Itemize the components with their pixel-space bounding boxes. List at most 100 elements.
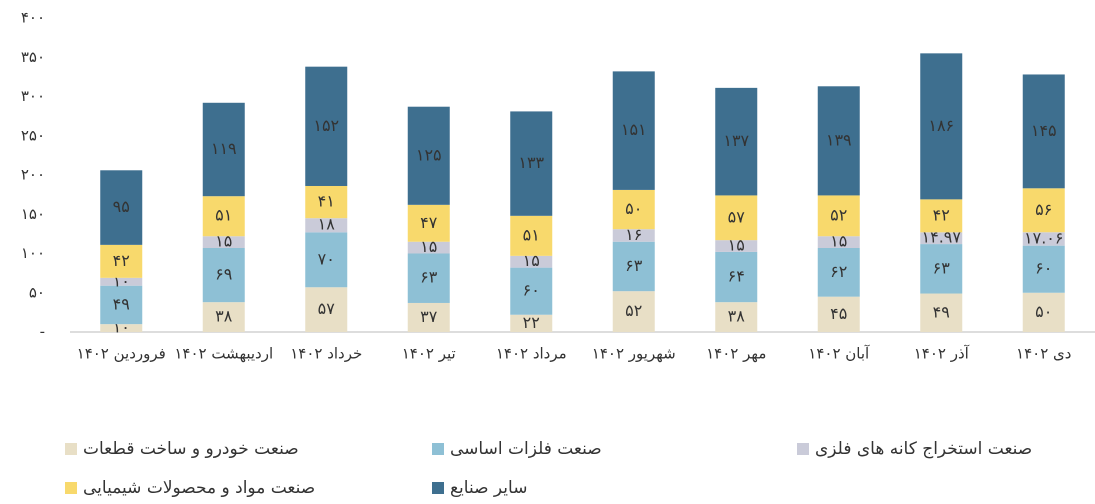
value-label: ۱۵ bbox=[728, 236, 745, 255]
bar-segment bbox=[715, 87, 758, 196]
legend-swatch bbox=[432, 482, 444, 494]
value-label: ۳۸ bbox=[215, 307, 233, 326]
legend-label: صنعت خودرو و ساخت قطعات bbox=[83, 439, 299, 459]
bar-segment bbox=[612, 189, 655, 230]
value-label: ۴۵ bbox=[830, 304, 847, 323]
y-tick-label: ۳۰۰ bbox=[21, 87, 45, 105]
bar-segment bbox=[407, 302, 450, 332]
value-label: ۱۵ bbox=[830, 232, 847, 251]
bar-segment bbox=[100, 285, 143, 325]
value-label: ۵۶ bbox=[1035, 200, 1052, 219]
bar-segment bbox=[715, 240, 758, 252]
legend-label: صنعت فلزات اساسی bbox=[450, 439, 602, 459]
bar-segment bbox=[305, 185, 348, 219]
value-label: ۵۲ bbox=[625, 301, 642, 320]
value-label: ۶۰ bbox=[1035, 259, 1052, 278]
bar-segment bbox=[510, 111, 553, 216]
bar-segment bbox=[1022, 245, 1065, 293]
y-tick-label: ۲۵۰ bbox=[21, 126, 45, 144]
value-label: ۶۹ bbox=[215, 265, 232, 284]
value-label: ۴۱ bbox=[318, 192, 335, 211]
bar-segment bbox=[612, 71, 655, 190]
value-label: ۴۲ bbox=[933, 205, 950, 224]
bar-segment bbox=[510, 255, 553, 268]
x-tick-label: مهر ۱۴۰۲ bbox=[706, 345, 766, 363]
value-label: ۱۲۵ bbox=[416, 145, 442, 164]
bar-segment bbox=[817, 296, 860, 332]
value-label: ۶۳ bbox=[625, 256, 643, 275]
bar-segment bbox=[202, 102, 245, 197]
bar-segment bbox=[305, 218, 348, 233]
legend-swatch bbox=[65, 482, 77, 494]
legend-swatch bbox=[65, 443, 77, 455]
value-label: ۵۷ bbox=[728, 207, 746, 226]
bar-segment bbox=[100, 244, 143, 278]
bar-segment bbox=[510, 314, 553, 332]
bar-segment bbox=[612, 241, 655, 292]
y-tick-label: ۴۰۰ bbox=[21, 9, 45, 27]
x-tick-label: مرداد ۱۴۰۲ bbox=[496, 345, 567, 363]
value-label: ۱۳۹ bbox=[826, 130, 852, 149]
value-label: ۴۲ bbox=[113, 251, 130, 270]
legend-label: صنعت مواد و محصولات شیمیایی bbox=[83, 478, 315, 498]
value-label: ۱۴.۹۷ bbox=[922, 228, 962, 247]
x-tick-label: آبان ۱۴۰۲ bbox=[808, 345, 870, 363]
y-tick-label: ۵۰ bbox=[29, 283, 45, 301]
value-label: ۱۳۷ bbox=[723, 131, 749, 150]
value-label: ۶۳ bbox=[420, 268, 438, 287]
value-label: ۱۳۳ bbox=[518, 153, 544, 172]
bar-segment bbox=[202, 302, 245, 332]
bar-segment bbox=[1022, 74, 1065, 189]
bar-segment bbox=[202, 236, 245, 249]
value-label: ۵۱ bbox=[215, 206, 232, 225]
value-label: ۶۴ bbox=[728, 267, 745, 286]
value-label: ۶۲ bbox=[830, 262, 847, 281]
bar-segment bbox=[202, 196, 245, 237]
value-label: ۵۱ bbox=[523, 225, 540, 244]
bar-segment bbox=[817, 248, 860, 297]
y-tick-label: ۳۵۰ bbox=[21, 48, 45, 66]
y-tick-label: - bbox=[40, 323, 45, 341]
value-label: ۶۰ bbox=[523, 281, 540, 300]
bar-segment bbox=[715, 195, 758, 241]
value-label: ۱۱۹ bbox=[211, 139, 237, 158]
bar-segment bbox=[817, 86, 860, 196]
bar-segment bbox=[407, 204, 450, 242]
legend-swatch bbox=[432, 443, 444, 455]
value-label: ۴۹ bbox=[113, 294, 130, 313]
bar-segment bbox=[100, 277, 143, 286]
value-label: ۵۲ bbox=[830, 205, 847, 224]
value-label: ۱۵ bbox=[215, 232, 232, 251]
value-label: ۱۷.۰۶ bbox=[1024, 228, 1063, 247]
bar-segment bbox=[305, 232, 348, 288]
x-tick-label: فروردین ۱۴۰۲ bbox=[77, 345, 166, 363]
bar-segment bbox=[612, 229, 655, 242]
bar-segment bbox=[715, 302, 758, 332]
legend-swatch bbox=[797, 443, 809, 455]
value-label: ۱۵ bbox=[523, 251, 540, 270]
value-label: ۵۰ bbox=[625, 199, 642, 218]
value-label: ۱۵۲ bbox=[313, 116, 339, 135]
x-tick-label: تیر ۱۴۰۲ bbox=[402, 345, 456, 363]
value-label: ۲۲ bbox=[523, 313, 540, 332]
x-tick-label: خرداد ۱۴۰۲ bbox=[290, 345, 362, 363]
y-tick-label: ۲۰۰ bbox=[21, 166, 45, 184]
bar-segment bbox=[1022, 292, 1065, 332]
value-label: ۱۴۵ bbox=[1031, 121, 1057, 140]
x-tick-label: شهریور ۱۴۰۲ bbox=[592, 345, 676, 363]
bar-segment bbox=[920, 293, 963, 332]
bar-segment bbox=[920, 199, 963, 233]
legend-label: سایر صنایع bbox=[450, 478, 527, 498]
value-label: ۱۸ bbox=[318, 215, 336, 234]
bar-segment bbox=[715, 251, 758, 303]
bar-segment bbox=[1022, 188, 1065, 233]
value-label: ۵۰ bbox=[1035, 302, 1052, 321]
bar-segment bbox=[612, 291, 655, 332]
bar-segment bbox=[1022, 232, 1065, 246]
x-tick-label: آذر ۱۴۰۲ bbox=[914, 345, 970, 363]
bar-segment bbox=[305, 287, 348, 332]
y-tick-label: ۱۵۰ bbox=[21, 205, 45, 223]
bar-segment bbox=[920, 244, 963, 294]
bar-segment bbox=[305, 66, 348, 186]
